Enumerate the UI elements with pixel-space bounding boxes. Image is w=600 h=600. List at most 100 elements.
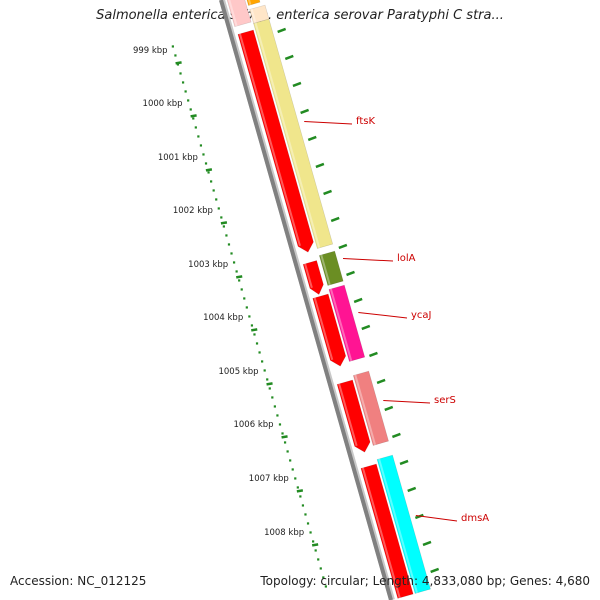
gene-label-serS: serS: [434, 395, 456, 406]
gene-segment-shine: [247, 0, 252, 6]
outer-tick: [338, 243, 348, 250]
ruler-dot: [253, 333, 256, 336]
orf-segment: [226, 0, 252, 28]
backbone: [219, 0, 395, 600]
label-leader: [304, 120, 353, 125]
ruler-dot: [202, 153, 205, 156]
ruler-dot: [232, 261, 236, 264]
ruler-dot: [271, 396, 274, 399]
orf-segment: [360, 463, 414, 599]
ruler-dot: [289, 459, 292, 462]
ruler-dot: [301, 504, 305, 507]
ruler-dot: [283, 441, 287, 444]
ruler-dot: [286, 450, 289, 453]
ruler-label: 1000 kbp: [143, 99, 183, 109]
outer-tick: [315, 162, 325, 169]
ruler-dot: [199, 144, 203, 147]
outer-tick: [330, 216, 340, 223]
ruler-dot: [250, 324, 254, 327]
label-leader: [383, 399, 431, 404]
label-leader: [343, 257, 394, 262]
ruler-dot: [281, 432, 284, 435]
orf-segment-shine: [338, 383, 358, 447]
gene-segment: [253, 18, 334, 249]
ruler-dot: [207, 171, 210, 174]
outer-tick: [284, 54, 294, 61]
ruler-dot: [304, 513, 307, 516]
outer-tick: [353, 297, 363, 304]
ruler-dot: [319, 567, 322, 570]
ruler-major-tick: [175, 61, 182, 65]
ruler-dot: [184, 90, 187, 93]
ruler-dot: [317, 558, 320, 561]
ruler-label: 1008 kbp: [264, 528, 304, 538]
outer-tick: [292, 81, 302, 88]
ruler-dot: [261, 360, 264, 363]
outer-tick: [407, 486, 417, 493]
outer-tick: [361, 324, 371, 331]
gene-segment-shine: [354, 374, 377, 446]
orf-segment: [302, 260, 324, 295]
gene-segment: [352, 370, 389, 446]
ruler-dot: [174, 54, 177, 57]
ruler-dot: [235, 270, 238, 273]
ruler-label: 1007 kbp: [249, 474, 289, 484]
accession-text: Accession: NC_012125: [10, 574, 147, 588]
ruler-dot: [296, 486, 299, 489]
ruler-major-tick: [190, 114, 197, 118]
ruler-dot: [212, 189, 215, 192]
ruler-major-tick: [296, 489, 304, 493]
ruler-major-tick: [236, 275, 243, 279]
ruler-major-tick: [266, 382, 273, 386]
backbone-line: [219, 0, 393, 600]
gene-label-dmsA: dmsA: [461, 513, 489, 524]
outer-tick: [391, 432, 401, 439]
outer-tick: [369, 351, 378, 358]
ruler-dot: [210, 180, 213, 183]
orf-segment-shine: [313, 297, 334, 361]
outer-tick: [323, 189, 332, 196]
gene-label-ycaJ: ycaJ: [411, 310, 432, 321]
ruler-dot: [278, 423, 282, 426]
ruler-dot: [324, 585, 327, 588]
ruler-dot: [225, 234, 228, 237]
outer-tick: [300, 108, 310, 115]
outer-tick: [277, 27, 287, 34]
orf-segment-shine: [238, 33, 301, 247]
ruler-dot: [245, 306, 248, 309]
ruler-dot: [179, 72, 182, 75]
ruler-dot: [273, 405, 276, 408]
ruler-dot: [294, 477, 297, 480]
ruler-label: 1002 kbp: [173, 206, 213, 216]
ruler-dot: [248, 315, 251, 318]
ruler-major-tick: [311, 543, 319, 547]
ruler-dot: [227, 243, 231, 246]
ruler-dot: [263, 369, 266, 372]
ruler-dot: [255, 342, 259, 345]
ruler-labels: 999 kbp 1000 kbp 1001 kbp 1002 kbp 1003 …: [133, 46, 304, 538]
ruler-dot: [192, 117, 195, 120]
gene-segment: [328, 284, 366, 362]
ruler-dot: [189, 108, 192, 111]
ruler-major-tick: [251, 328, 258, 332]
outer-tick: [376, 378, 386, 385]
gene-segment-shine: [250, 8, 257, 24]
ruler-label: 999 kbp: [133, 46, 168, 56]
ruler-dot: [268, 387, 271, 390]
ruler-dot: [171, 45, 174, 48]
ruler-dot: [314, 549, 317, 552]
ruler-dot: [181, 81, 185, 84]
ruler-dot: [187, 99, 190, 102]
orf-segment: [312, 293, 347, 367]
orf-segment: [336, 379, 371, 453]
ruler-dot: [322, 576, 325, 579]
ruler-label: 1003 kbp: [188, 260, 228, 270]
feature-track: [246, 0, 431, 594]
ruler-major-tick: [205, 168, 213, 172]
ruler-dot: [197, 135, 200, 138]
gene-segment: [376, 454, 431, 594]
gene-segment-shine: [254, 22, 321, 249]
ruler-dot: [309, 531, 312, 534]
ruler-dot: [299, 495, 302, 498]
